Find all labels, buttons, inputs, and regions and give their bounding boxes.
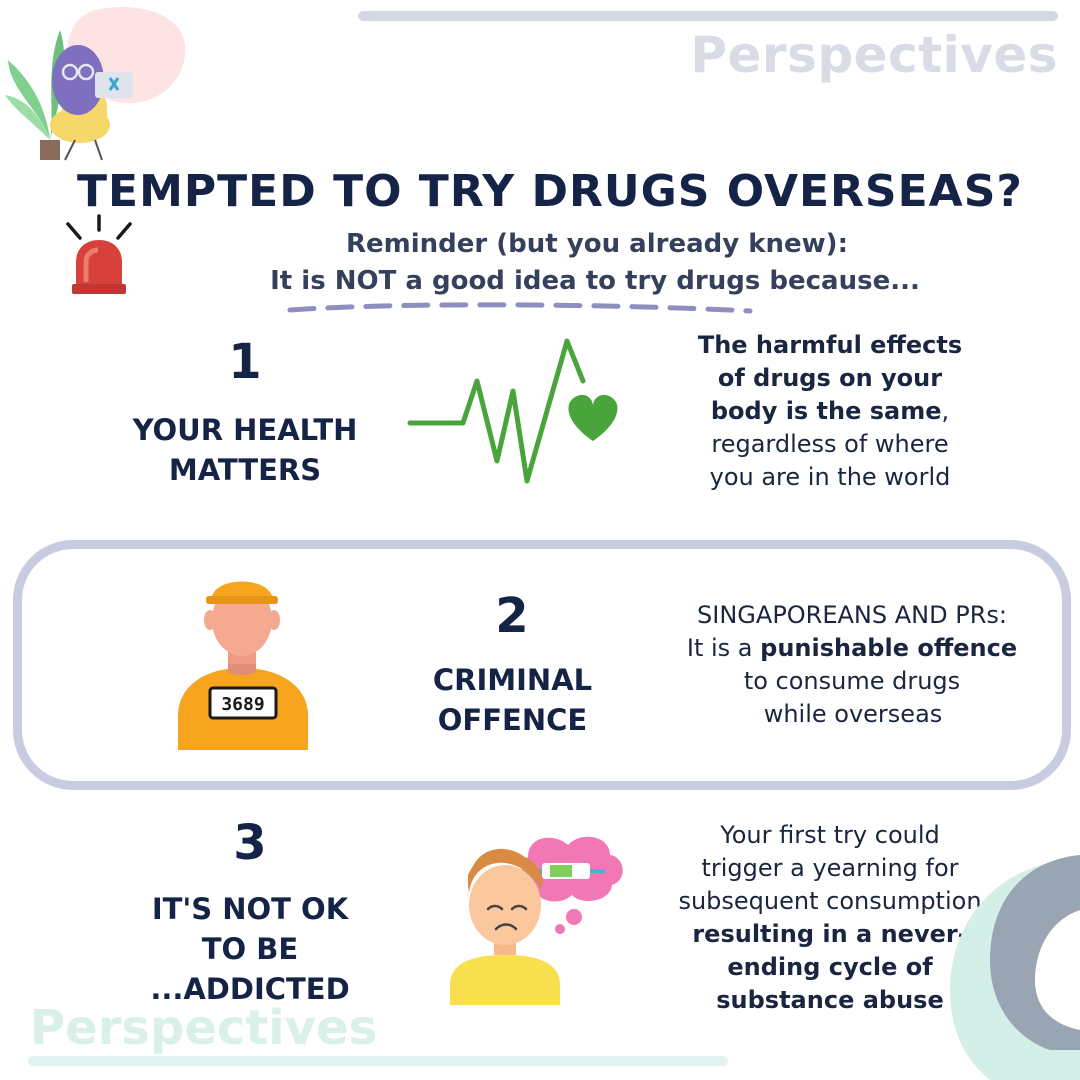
item-2-number: 2 [495, 588, 529, 644]
plant-person-laptop-icon [5, 7, 186, 161]
alarm-siren-icon [66, 214, 132, 294]
subtitle-line-1: Reminder (but you already knew): [346, 229, 848, 259]
top-divider-bar [358, 11, 1058, 21]
item-3-heading: IT'S NOT OK TO BE ...ADDICTED [150, 892, 350, 1006]
subtitle-line-2: It is NOT a good idea to try drugs becau… [270, 266, 920, 296]
item-1-number: 1 [228, 334, 262, 390]
heartbeat-icon [407, 338, 618, 484]
decorative-arc-shape [950, 855, 1080, 1080]
page-title: TEMPTED TO TRY DRUGS OVERSEAS? [77, 166, 1023, 217]
sad-boy-thinking-syringe-icon [450, 836, 623, 1005]
item-3-number: 3 [233, 815, 267, 871]
prisoner-badge-number: 3689 [221, 694, 264, 715]
item-2-highlight-box [13, 540, 1071, 790]
item-2-heading: CRIMINAL OFFENCE [432, 663, 593, 737]
item-3-description: Your first try could trigger a yearning … [678, 821, 982, 1014]
item-1-heading: YOUR HEALTH MATTERS [132, 413, 358, 487]
bottom-divider-bar [28, 1056, 728, 1066]
brand-logo-bottom: Perspectives [30, 1000, 378, 1056]
item-1-description: The harmful effects of drugs on your bod… [697, 331, 963, 491]
dashed-underline [287, 302, 753, 314]
brand-logo-top: Perspectives [690, 26, 1058, 84]
item-2-description: SINGAPOREANS AND PRs: It is a punishable… [686, 601, 1018, 728]
prisoner-icon: 3689 [178, 581, 308, 750]
